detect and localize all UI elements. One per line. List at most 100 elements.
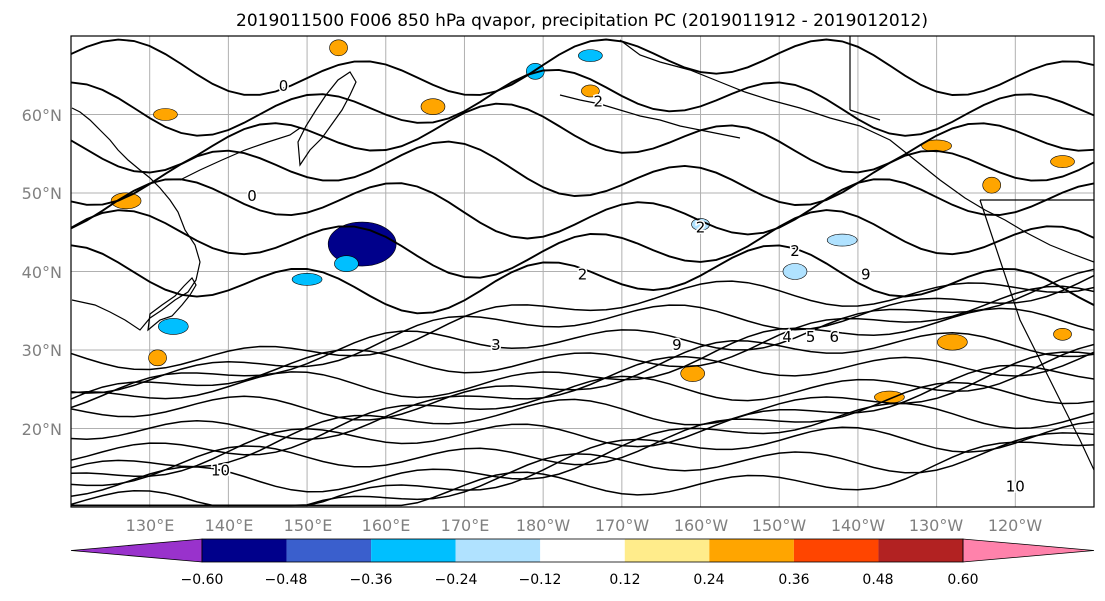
lon-tick-label: 160°W — [674, 516, 729, 535]
colorbar-tick-labels: −0.60 −0.48 −0.36 −0.24 −0.12 0.12 0.24 … — [181, 572, 979, 588]
precip-positive-blob — [148, 349, 167, 367]
colorbar-cell — [455, 539, 541, 562]
contour-label: 2 — [593, 93, 603, 111]
coastlines — [71, 36, 1094, 471]
coastline-asia — [71, 107, 201, 331]
coastline-japan — [147, 277, 197, 332]
qvapor-contour-line — [71, 351, 1094, 441]
lon-tick-label: 130°E — [126, 516, 175, 535]
figure-title: 2019011500 F006 850 hPa qvapor, precipit… — [236, 11, 928, 31]
lat-ticks: 60°N 50°N 40°N 30°N 20°N — [22, 106, 62, 439]
precip-core — [337, 233, 379, 256]
colorbar-tick-label: −0.12 — [519, 572, 562, 588]
qvapor-contour-line — [71, 140, 1094, 206]
coastline-kamchatka — [297, 71, 357, 167]
colorbar-tick-label: 0.48 — [862, 572, 893, 588]
contour-label: 3 — [491, 336, 501, 354]
qvapor-contour-line — [71, 268, 1094, 409]
colorbar-cell — [709, 539, 794, 562]
contour-label: 5 — [806, 328, 816, 346]
lon-tick-label: 140°E — [205, 516, 254, 535]
qvapor-contour-line — [71, 402, 1094, 497]
map-frame — [70, 35, 1095, 508]
precip-positive-blob — [581, 84, 600, 98]
qvapor-contour-line — [71, 280, 1094, 371]
precip-negative-blob — [782, 263, 808, 280]
lon-ticks: 130°E 140°E 150°E 160°E 170°E 180°W 170°… — [126, 516, 1043, 535]
colorbar-cell — [371, 539, 456, 562]
colorbar-tick-label: 0.24 — [693, 572, 724, 588]
lat-tick-label: 50°N — [22, 184, 62, 203]
colorbar-extend-low — [70, 538, 203, 563]
lat-tick-label: 60°N — [22, 106, 62, 125]
contour-labels: 0 0 2 2 2 2 3 4 5 6 9 9 10 10 — [209, 75, 1026, 496]
colorbar-tick-label: −0.48 — [265, 572, 308, 588]
lon-tick-label: 150°E — [284, 516, 333, 535]
colorbar-cell — [286, 539, 372, 562]
lat-tick-label: 30°N — [22, 341, 62, 360]
colorbar-cell — [793, 539, 879, 562]
colorbar-cell — [202, 539, 287, 562]
precip-positive-blob — [329, 39, 348, 57]
lon-tick-label: 130°W — [909, 516, 964, 535]
qvapor-contour-line — [71, 274, 1094, 394]
contour-label: 9 — [861, 265, 871, 283]
contour-label: 2 — [696, 218, 706, 236]
coastline-na-west — [979, 199, 1094, 471]
lon-tick-label: 170°W — [595, 516, 650, 535]
lat-tick-label: 40°N — [22, 263, 62, 282]
precip-positive-blob — [420, 98, 446, 115]
qvapor-contour-line — [71, 351, 1094, 469]
contour-label: 10 — [211, 462, 230, 480]
colorbar-tick-label: −0.60 — [181, 572, 224, 588]
contour-label: 10 — [1006, 477, 1025, 495]
lon-tick-label: 160°E — [362, 516, 411, 535]
coastline-alaska — [619, 39, 1094, 263]
contour-label: 2 — [790, 242, 800, 260]
lat-tick-label: 20°N — [22, 420, 62, 439]
lon-tick-label: 120°W — [988, 516, 1043, 535]
precip-positive-blob — [921, 139, 952, 153]
lon-tick-label: 140°W — [831, 516, 886, 535]
colorbar-cells — [70, 538, 1095, 563]
qvapor-contour-line — [71, 332, 1094, 421]
contour-label: 0 — [279, 77, 289, 95]
colorbar-tick-label: 0.36 — [778, 572, 809, 588]
qvapor-contour-line — [71, 68, 1094, 137]
qvapor-contour-line — [71, 364, 1094, 477]
qvapor-contour-line — [71, 441, 1094, 507]
colorbar-cell — [540, 539, 625, 562]
colorbar-cell — [624, 539, 710, 562]
precip-positive-blob — [937, 333, 968, 351]
colorbar-tick-label: −0.36 — [350, 572, 393, 588]
contour-label: 6 — [830, 328, 840, 346]
qvapor-contour-line — [71, 102, 1094, 174]
contour-label: 9 — [672, 336, 682, 354]
colorbar-tick-label: −0.24 — [435, 572, 478, 588]
lon-tick-label: 180°W — [516, 516, 571, 535]
precip-positive-blob — [982, 176, 1002, 194]
precip-positive-blob — [153, 108, 178, 121]
precip-negative-blob — [826, 233, 858, 247]
colorbar-tick-label: 0.60 — [947, 572, 978, 588]
precip-negative-blob — [334, 255, 359, 272]
precip-positive-blob — [1050, 155, 1075, 168]
contour-label: 2 — [578, 265, 588, 283]
qvapor-contour-line — [71, 343, 1094, 461]
colorbar: −0.60 −0.48 −0.36 −0.24 −0.12 0.12 0.24 … — [70, 538, 1095, 588]
precip-filled-contours — [110, 39, 1075, 404]
contour-label: 0 — [247, 187, 257, 205]
coastline-aleutians — [559, 94, 741, 139]
colorbar-tick-label: 0.12 — [609, 572, 640, 588]
precip-negative-blob — [158, 318, 189, 335]
lon-tick-label: 150°W — [752, 516, 807, 535]
precip-positive-blob — [680, 365, 705, 382]
contour-label: 4 — [782, 328, 792, 346]
precip-negative-blob — [578, 49, 603, 62]
qvapor-contour-line — [71, 244, 1094, 315]
coastline-okhotsk — [179, 127, 301, 181]
qvapor-contour-line — [71, 209, 1094, 279]
qvapor-contour-line — [71, 178, 1094, 240]
map-panel: 0 0 2 2 2 2 3 4 5 6 9 9 10 10 — [70, 35, 1095, 508]
